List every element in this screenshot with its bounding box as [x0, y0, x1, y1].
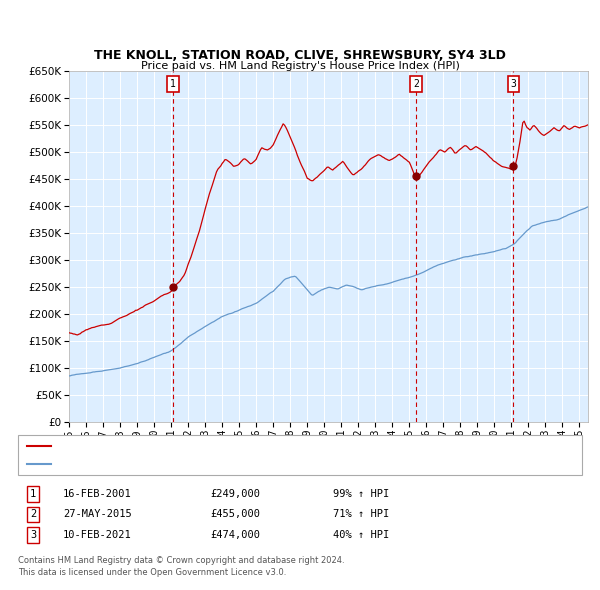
Text: 2: 2 — [30, 510, 36, 519]
Text: 27-MAY-2015: 27-MAY-2015 — [63, 510, 132, 519]
Text: 1: 1 — [30, 489, 36, 499]
Text: This data is licensed under the Open Government Licence v3.0.: This data is licensed under the Open Gov… — [18, 568, 286, 577]
Text: Price paid vs. HM Land Registry's House Price Index (HPI): Price paid vs. HM Land Registry's House … — [140, 61, 460, 71]
Text: 2: 2 — [413, 79, 419, 89]
Text: £474,000: £474,000 — [210, 530, 260, 540]
Text: THE KNOLL, STATION ROAD, CLIVE, SHREWSBURY, SY4 3LD: THE KNOLL, STATION ROAD, CLIVE, SHREWSBU… — [94, 49, 506, 62]
Text: 1: 1 — [170, 79, 176, 89]
Text: 3: 3 — [30, 530, 36, 540]
Text: £249,000: £249,000 — [210, 489, 260, 499]
Text: HPI: Average price, detached house, Shropshire: HPI: Average price, detached house, Shro… — [57, 459, 284, 468]
Text: 40% ↑ HPI: 40% ↑ HPI — [333, 530, 389, 540]
Text: 10-FEB-2021: 10-FEB-2021 — [63, 530, 132, 540]
Text: 3: 3 — [511, 79, 517, 89]
Text: 99% ↑ HPI: 99% ↑ HPI — [333, 489, 389, 499]
Text: 16-FEB-2001: 16-FEB-2001 — [63, 489, 132, 499]
Text: THE KNOLL, STATION ROAD, CLIVE, SHREWSBURY, SY4 3LD (detached house): THE KNOLL, STATION ROAD, CLIVE, SHREWSBU… — [57, 441, 423, 451]
Text: 71% ↑ HPI: 71% ↑ HPI — [333, 510, 389, 519]
Text: Contains HM Land Registry data © Crown copyright and database right 2024.: Contains HM Land Registry data © Crown c… — [18, 556, 344, 565]
Text: £455,000: £455,000 — [210, 510, 260, 519]
